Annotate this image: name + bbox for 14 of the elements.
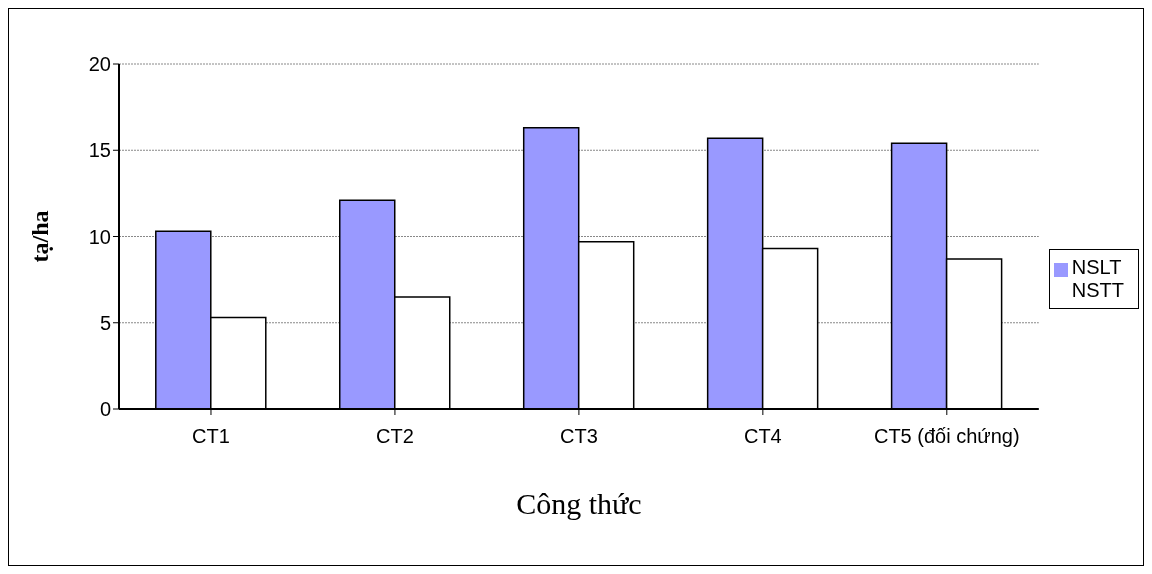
y-tick-label: 10 <box>88 225 111 248</box>
x-tick-label: CT3 <box>559 425 598 448</box>
text: NSTT <box>1071 279 1124 301</box>
y-tick-label: 15 <box>88 139 111 162</box>
x-axis-title: Công thức <box>516 487 642 520</box>
y-axis-title: tạ/ha <box>26 210 53 263</box>
y-tick-label: 5 <box>99 311 111 334</box>
x-tick-label: CT5 (đối chứng) <box>873 425 1020 448</box>
legend-label: NSLT <box>1071 256 1122 278</box>
x-tick-label: CT1 <box>192 425 230 448</box>
y-tick-label: 20 <box>88 53 111 76</box>
y-tick-label: 0 <box>99 398 111 421</box>
x-tick-label: CT2 <box>376 425 414 448</box>
x-tick-label: CT4 <box>743 425 782 448</box>
